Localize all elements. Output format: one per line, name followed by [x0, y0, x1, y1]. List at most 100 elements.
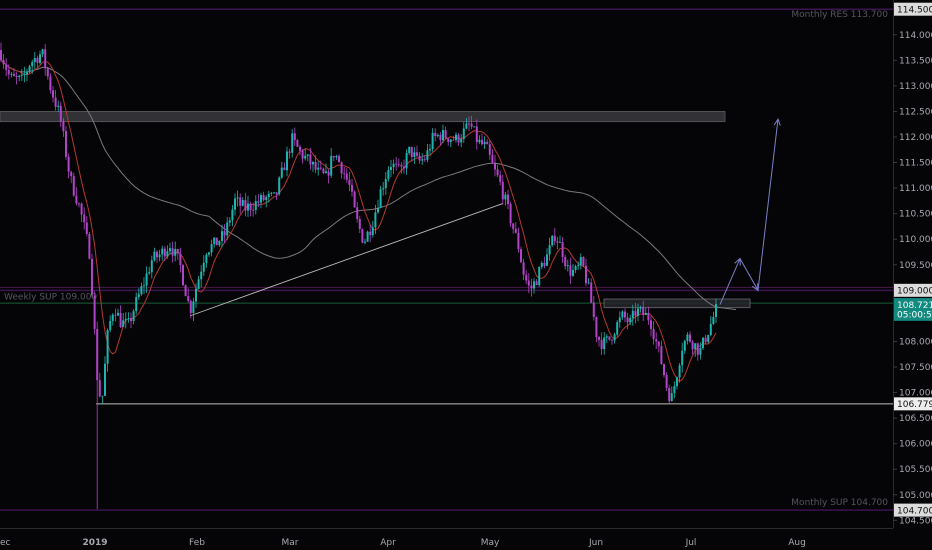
horizontal-levels: [0, 8, 893, 511]
price-label-bg: [894, 283, 932, 297]
time-axis[interactable]: ec 2019 Feb Mar Apr May Jun Jul Aug: [0, 528, 893, 549]
candle-body: [704, 337, 707, 343]
candle-body: [262, 195, 265, 200]
candle-body: [322, 168, 325, 174]
candle-body: [712, 316, 715, 324]
candle-body: [226, 222, 229, 236]
candle-body: [637, 308, 639, 316]
candle-body: [410, 146, 413, 157]
time-tick-label: ec: [0, 538, 11, 548]
current-zone[interactable]: [603, 298, 751, 309]
candle-body: [400, 164, 403, 167]
time-tick-label: Feb: [189, 538, 205, 548]
price-axis[interactable]: 114.000 113.500 113.000 112.500 112.000 111.5…: [893, 0, 932, 528]
candle-body: [709, 323, 712, 335]
candle-body: [205, 254, 208, 263]
candle-body: [707, 334, 710, 343]
ascending-trendline[interactable]: [189, 203, 504, 317]
candle-body: [44, 49, 47, 69]
candle-body: [559, 242, 561, 243]
candle-body: [312, 162, 314, 165]
candle-body: [569, 265, 572, 276]
candle-body: [465, 123, 468, 129]
candle-body: [689, 334, 691, 342]
candle-body: [221, 231, 223, 242]
candle-body: [93, 295, 96, 329]
price-tick-label: 105.000: [899, 491, 932, 501]
candle-body: [369, 231, 372, 236]
projection-arrowhead-2: [751, 283, 759, 292]
candle-body: [338, 156, 340, 163]
price-tick-label: 114.000: [899, 31, 932, 41]
candle-body: [275, 192, 278, 195]
candle-body: [553, 235, 556, 242]
candle-body: [132, 311, 135, 321]
candle-body: [561, 242, 564, 257]
candle-body: [652, 328, 655, 340]
candle-body: [387, 170, 390, 180]
candle-body: [702, 337, 704, 349]
candle-body: [572, 270, 574, 276]
candle-body: [104, 363, 106, 396]
projection-path[interactable]: [719, 117, 781, 305]
candle-body: [218, 241, 221, 246]
candle-body: [23, 74, 26, 76]
candle-body: [65, 131, 67, 157]
candle-body: [208, 252, 210, 255]
candle-body: [551, 235, 554, 246]
candle-body: [548, 245, 551, 255]
fast-moving-average: [0, 59, 717, 382]
candle-body: [595, 317, 598, 337]
candle-body: [117, 312, 119, 316]
projection-line[interactable]: [719, 119, 779, 305]
candle-body: [236, 197, 239, 199]
candle-body: [473, 126, 476, 128]
candle-body: [436, 134, 439, 137]
candle-body: [343, 173, 346, 175]
candle-body: [304, 155, 307, 159]
candle-body: [153, 251, 156, 261]
candle-body: [434, 132, 437, 137]
price-tick-label: 110.000: [899, 235, 932, 245]
candle-body: [150, 260, 153, 273]
candle-body: [15, 76, 18, 77]
candle-body: [413, 152, 416, 157]
candle-body: [148, 272, 151, 274]
trendline[interactable]: [189, 203, 504, 317]
candle-body: [457, 134, 460, 143]
monthly-res-label: Monthly RES 113.700: [791, 10, 888, 20]
candle-body: [156, 251, 158, 258]
candle-body: [624, 311, 626, 318]
candle-body: [54, 97, 57, 107]
time-tick-label: Aug: [788, 538, 806, 548]
candle-body: [228, 220, 231, 223]
price-label: 114.500: [897, 5, 932, 15]
resistance-zone[interactable]: [0, 111, 726, 123]
candle-body: [509, 203, 512, 224]
candle-body: [418, 155, 421, 161]
candle-body: [351, 184, 353, 192]
candle-body: [611, 339, 613, 341]
candle-body: [135, 297, 138, 312]
candle-body: [96, 328, 99, 381]
candle-body: [431, 132, 434, 150]
candle-body: [660, 346, 663, 365]
candle-body: [626, 317, 629, 323]
candlesticks: [0, 42, 717, 510]
candle-body: [57, 105, 60, 107]
candle-body: [166, 251, 169, 257]
candle-body: [197, 279, 200, 289]
candle-body: [130, 318, 132, 321]
candle-body: [663, 364, 665, 376]
candle-body: [231, 209, 234, 221]
candle-body: [613, 334, 616, 341]
candle-body: [49, 76, 52, 91]
candle-body: [379, 189, 382, 208]
candle-body: [540, 262, 543, 268]
price-label: 104.700: [897, 506, 932, 516]
candle-body: [468, 123, 470, 125]
candle-body: [470, 123, 473, 127]
price-tick-label: 108.000: [899, 337, 932, 347]
candle-body: [665, 375, 668, 388]
